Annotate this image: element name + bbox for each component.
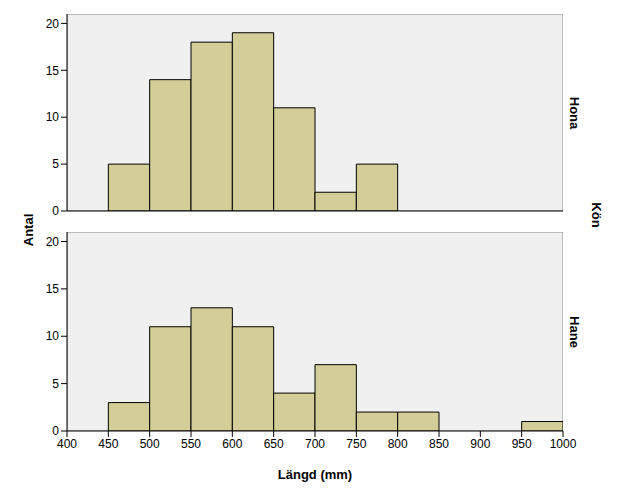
html-text:Hona: Hona bbox=[566, 96, 582, 129]
svg-text:0: 0 bbox=[52, 204, 59, 218]
svg-text:950: 950 bbox=[512, 437, 532, 451]
svg-text:400: 400 bbox=[57, 437, 77, 451]
html-text:Hane: Hane bbox=[566, 315, 582, 348]
svg-text:700: 700 bbox=[305, 437, 325, 451]
svg-text:Längd (mm): Längd (mm) bbox=[278, 467, 352, 482]
svg-text:5: 5 bbox=[52, 377, 59, 391]
svg-text:1000: 1000 bbox=[550, 437, 577, 451]
svg-text:500: 500 bbox=[140, 437, 160, 451]
svg-text:750: 750 bbox=[346, 437, 366, 451]
svg-text:650: 650 bbox=[264, 437, 284, 451]
svg-text:20: 20 bbox=[46, 17, 60, 31]
svg-text:10: 10 bbox=[46, 329, 60, 343]
svg-text:900: 900 bbox=[470, 437, 490, 451]
svg-text:0: 0 bbox=[52, 424, 59, 438]
svg-text:20: 20 bbox=[46, 235, 60, 249]
svg-text:600: 600 bbox=[222, 437, 242, 451]
svg-text:450: 450 bbox=[98, 437, 118, 451]
html-text:Kön: Kön bbox=[588, 202, 604, 228]
svg-text:5: 5 bbox=[52, 157, 59, 171]
svg-text:550: 550 bbox=[181, 437, 201, 451]
svg-text:850: 850 bbox=[429, 437, 449, 451]
svg-text:15: 15 bbox=[46, 282, 60, 296]
svg-text:15: 15 bbox=[46, 64, 60, 78]
svg-text:800: 800 bbox=[388, 437, 408, 451]
svg-text:10: 10 bbox=[46, 110, 60, 124]
html-text:Antal: Antal bbox=[20, 213, 36, 247]
